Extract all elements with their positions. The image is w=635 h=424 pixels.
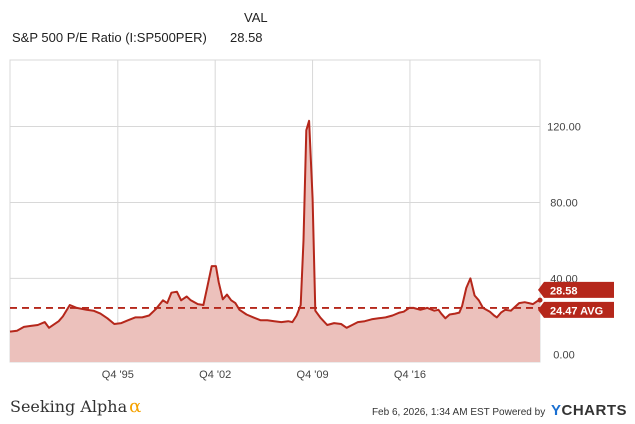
y-tick-label: 0.00 <box>553 349 574 361</box>
series-area <box>10 120 540 362</box>
ycharts-logo-y: Y <box>550 402 562 419</box>
average-value-badge <box>538 301 614 318</box>
credits: Feb 6, 2026, 1:34 AM EST Powered by YCHA… <box>372 402 627 419</box>
x-tick-label: Q4 '95 <box>102 369 134 381</box>
y-tick-label: 120.00 <box>547 121 581 133</box>
y-tick-label: 80.00 <box>550 197 578 209</box>
last-point-marker <box>537 297 543 303</box>
legend-series-value: 28.58 <box>230 30 263 45</box>
x-tick-label: Q4 '09 <box>297 369 329 381</box>
brand-text: Seeking Alpha <box>10 397 128 416</box>
series-line <box>9 119 541 333</box>
average-value-label: 24.47 AVG <box>550 305 603 317</box>
powered-by-text: Powered by <box>492 407 546 418</box>
timestamp: Feb 6, 2026, 1:34 AM EST <box>371 407 490 418</box>
last-value-badge <box>538 281 614 298</box>
seeking-alpha-logo[interactable]: Seeking Alpha α <box>10 396 141 417</box>
legend-column-header: VAL <box>244 10 268 25</box>
x-tick-label: Q4 '02 <box>199 369 231 381</box>
ycharts-logo[interactable]: YCHARTS <box>551 402 627 419</box>
ycharts-logo-rest: CHARTS <box>561 402 627 419</box>
legend-series-name[interactable]: S&P 500 P/E Ratio (I:SP500PER) <box>12 30 207 45</box>
last-value-label: 28.58 <box>550 285 578 297</box>
alpha-symbol-icon: α <box>129 396 142 417</box>
footer: Seeking Alpha α Feb 6, 2026, 1:34 AM EST … <box>0 394 635 424</box>
x-tick-label: Q4 '16 <box>394 369 426 381</box>
